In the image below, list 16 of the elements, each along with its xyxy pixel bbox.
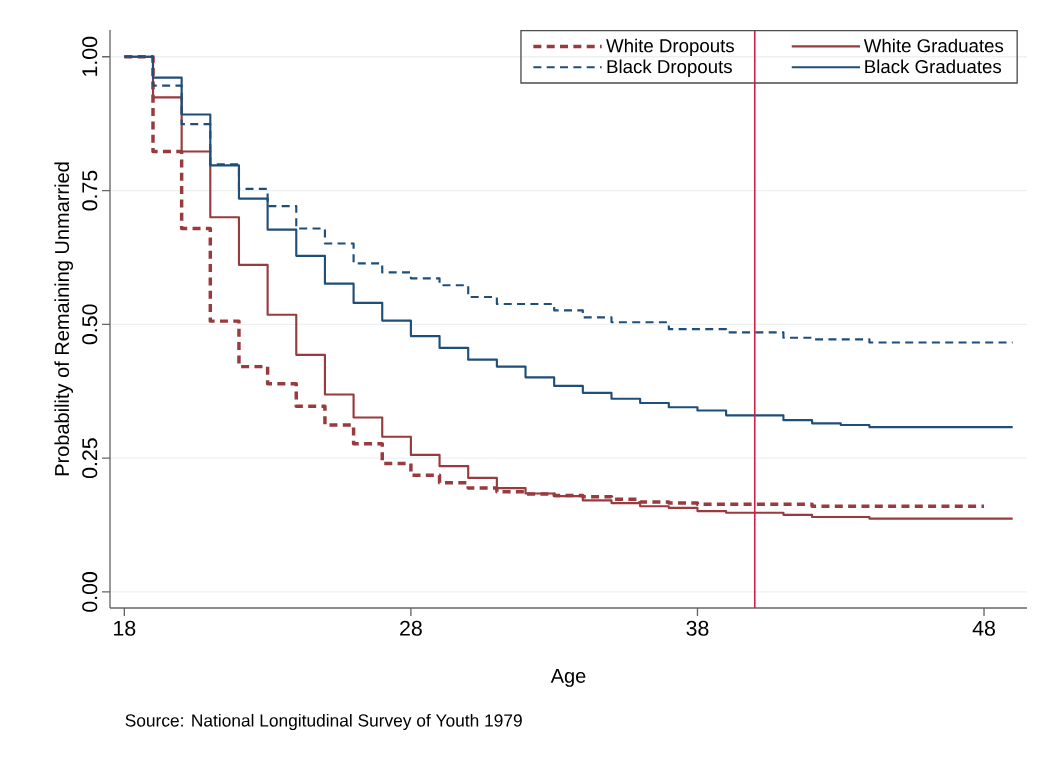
x-tick-label: 48 bbox=[972, 620, 995, 636]
legend-label: Black Graduates bbox=[865, 59, 1002, 74]
x-tick-label: 18 bbox=[114, 620, 136, 636]
legend-label: Black Dropouts bbox=[607, 59, 732, 77]
x-tick-label: 38 bbox=[686, 620, 709, 636]
y-tick-label: 0.50 bbox=[82, 304, 98, 345]
legend-label: White Graduates bbox=[863, 38, 1004, 53]
y-tick-label: 0.75 bbox=[82, 170, 98, 211]
y-axis-title: Probability of Remaining Unmarried bbox=[54, 162, 74, 476]
x-axis-title: Age bbox=[550, 668, 586, 687]
x-tick-label: 28 bbox=[400, 620, 422, 636]
source-note: Source: National Longitudinal Survey of Youth 1979 bbox=[125, 713, 522, 731]
y-tick-label: 0.00 bbox=[82, 572, 98, 612]
y-tick-label: 1.00 bbox=[82, 36, 98, 76]
legend-label: White Dropouts bbox=[606, 38, 734, 57]
y-tick-label: 0.25 bbox=[82, 438, 98, 479]
